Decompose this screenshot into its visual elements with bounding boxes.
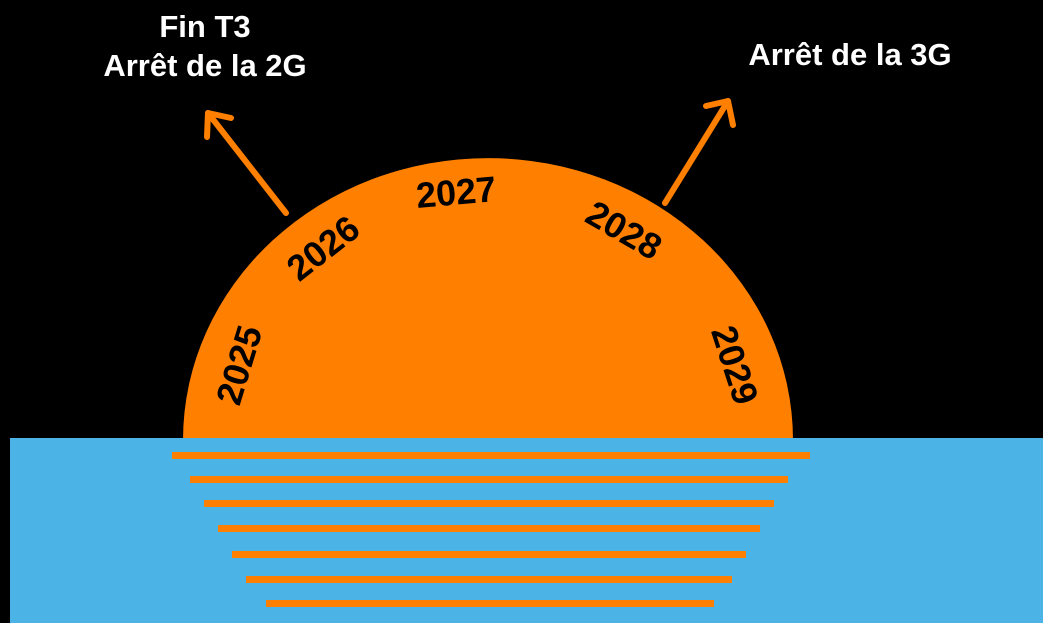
reflection-stripe	[172, 452, 810, 459]
arrow-left	[204, 110, 289, 216]
reflection-stripe	[246, 576, 732, 583]
reflection-stripe	[232, 551, 746, 558]
callout-2g-shutdown: Fin T3 Arrêt de la 2G	[40, 7, 370, 85]
callout-2g-stop: Arrêt de la 2G	[103, 48, 307, 83]
reflection-stripe	[266, 600, 714, 607]
callout-3g-shutdown: Arrêt de la 3G	[705, 35, 995, 74]
reflection-stripe	[204, 500, 774, 507]
callout-end-t3: Fin T3	[159, 9, 251, 44]
sun-half-disc	[183, 158, 793, 440]
year-label-2027: 2027	[414, 168, 497, 216]
reflection-stripe	[190, 476, 788, 483]
sun-reflection	[172, 452, 810, 607]
arrow-right	[662, 98, 736, 206]
reflection-stripe	[218, 525, 760, 532]
callout-3g-stop: Arrêt de la 3G	[748, 37, 952, 72]
